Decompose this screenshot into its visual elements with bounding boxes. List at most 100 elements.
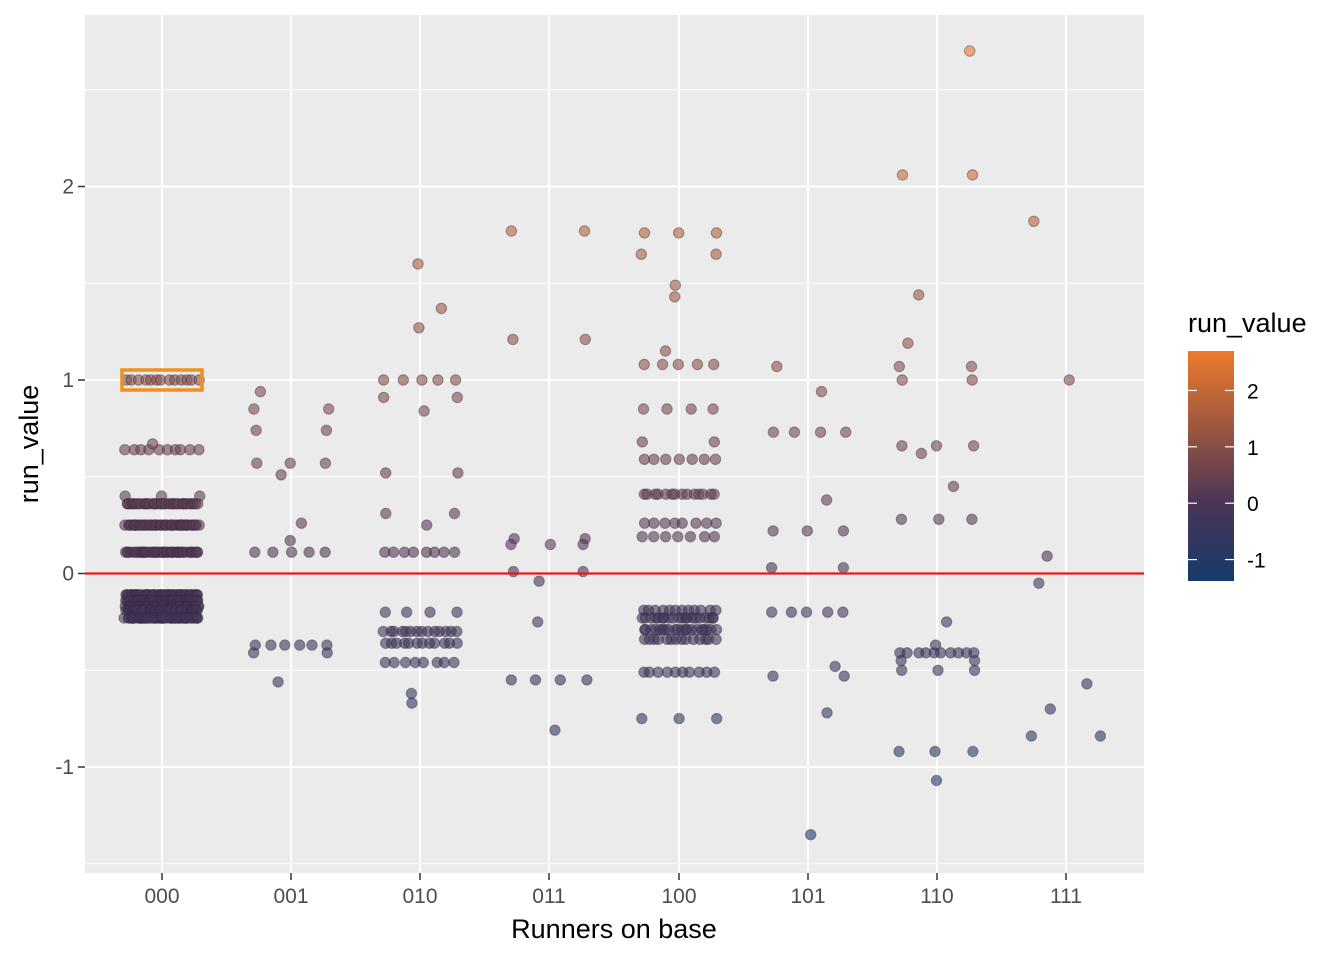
- data-point: [449, 374, 462, 386]
- data-point: [822, 606, 834, 618]
- data-point: [448, 656, 460, 669]
- data-point: [935, 647, 947, 659]
- data-point: [428, 546, 441, 558]
- x-tick-label: 000: [144, 885, 179, 908]
- data-point: [672, 358, 684, 371]
- data-point: [380, 507, 392, 520]
- x-axis: 000 001 010 011 100 101 110 111: [144, 873, 1082, 908]
- data-point: [660, 453, 672, 465]
- data-point: [659, 517, 671, 529]
- data-point: [964, 45, 976, 57]
- x-tick-label: 001: [273, 885, 308, 908]
- data-point: [766, 606, 778, 618]
- data-point: [636, 531, 648, 543]
- legend-label: 0: [1247, 493, 1259, 516]
- data-point: [577, 538, 589, 551]
- data-point: [397, 374, 409, 386]
- data-point: [284, 457, 296, 469]
- data-point: [581, 674, 593, 686]
- data-point: [707, 612, 719, 624]
- data-point: [659, 345, 672, 357]
- data-point: [930, 774, 943, 787]
- data-point: [893, 745, 905, 758]
- data-point: [698, 453, 710, 465]
- data-point: [249, 546, 261, 558]
- data-point: [174, 444, 187, 456]
- data-point: [708, 358, 720, 371]
- data-point: [710, 227, 723, 239]
- data-point: [637, 403, 650, 415]
- x-tick-label: 011: [532, 885, 565, 908]
- data-point: [837, 606, 849, 618]
- data-point: [767, 426, 780, 438]
- data-point: [915, 447, 928, 460]
- data-point: [800, 606, 813, 618]
- data-point: [686, 453, 698, 465]
- data-point: [413, 322, 425, 334]
- data-point: [968, 654, 981, 667]
- x-axis-title: Runners on base: [511, 914, 717, 944]
- data-point: [578, 225, 591, 237]
- data-point: [947, 480, 960, 493]
- data-point: [303, 546, 315, 558]
- data-point: [416, 374, 428, 386]
- data-point: [549, 724, 561, 736]
- data-point: [379, 606, 391, 618]
- data-point: [532, 616, 544, 628]
- data-point: [707, 403, 719, 415]
- highlight-box: [120, 368, 204, 392]
- data-point: [193, 519, 205, 531]
- data-point: [432, 374, 444, 386]
- y-tick-label: -1: [55, 756, 74, 779]
- data-point: [765, 562, 778, 574]
- data-point: [929, 745, 941, 758]
- data-point: [544, 538, 557, 551]
- data-point: [788, 426, 801, 438]
- data-point: [248, 403, 260, 415]
- data-point: [418, 405, 430, 417]
- data-point: [247, 647, 260, 659]
- data-point: [896, 440, 908, 452]
- data-point: [913, 289, 925, 301]
- data-point: [709, 453, 722, 465]
- highlight-layer: [120, 368, 204, 392]
- data-point: [424, 606, 436, 618]
- data-point: [428, 637, 441, 649]
- data-point: [529, 674, 542, 686]
- data-point: [691, 358, 704, 371]
- data-point: [577, 565, 589, 578]
- legend-label: -1: [1247, 550, 1266, 573]
- data-point: [505, 674, 517, 686]
- legend-title: run_value: [1188, 308, 1307, 338]
- data-point: [451, 625, 463, 638]
- data-point: [673, 453, 685, 465]
- data-point: [321, 647, 333, 659]
- data-point: [435, 302, 448, 315]
- data-point: [193, 444, 205, 456]
- legend-ticks: 2 1 0 -1: [1188, 380, 1266, 573]
- data-point: [380, 467, 392, 479]
- data-point: [967, 440, 980, 452]
- data-point: [638, 227, 651, 239]
- data-point: [191, 546, 204, 558]
- data-point: [295, 517, 308, 529]
- data-point: [893, 360, 905, 373]
- data-point: [710, 517, 722, 529]
- data-point: [711, 712, 723, 725]
- x-tick-label: 111: [1050, 885, 1082, 908]
- data-point: [377, 374, 390, 386]
- data-point: [708, 488, 720, 500]
- x-tick-label: 110: [920, 885, 953, 908]
- y-tick-label: 0: [62, 563, 74, 586]
- data-point: [669, 279, 681, 291]
- data-point: [438, 656, 450, 669]
- y-axis: -1 0 1 2: [55, 176, 85, 779]
- data-point: [940, 616, 953, 628]
- data-point: [451, 606, 463, 618]
- y-axis-title: run_value: [14, 385, 44, 504]
- data-point: [285, 546, 298, 558]
- data-point: [401, 606, 413, 618]
- data-point: [829, 660, 841, 673]
- data-point: [656, 358, 669, 371]
